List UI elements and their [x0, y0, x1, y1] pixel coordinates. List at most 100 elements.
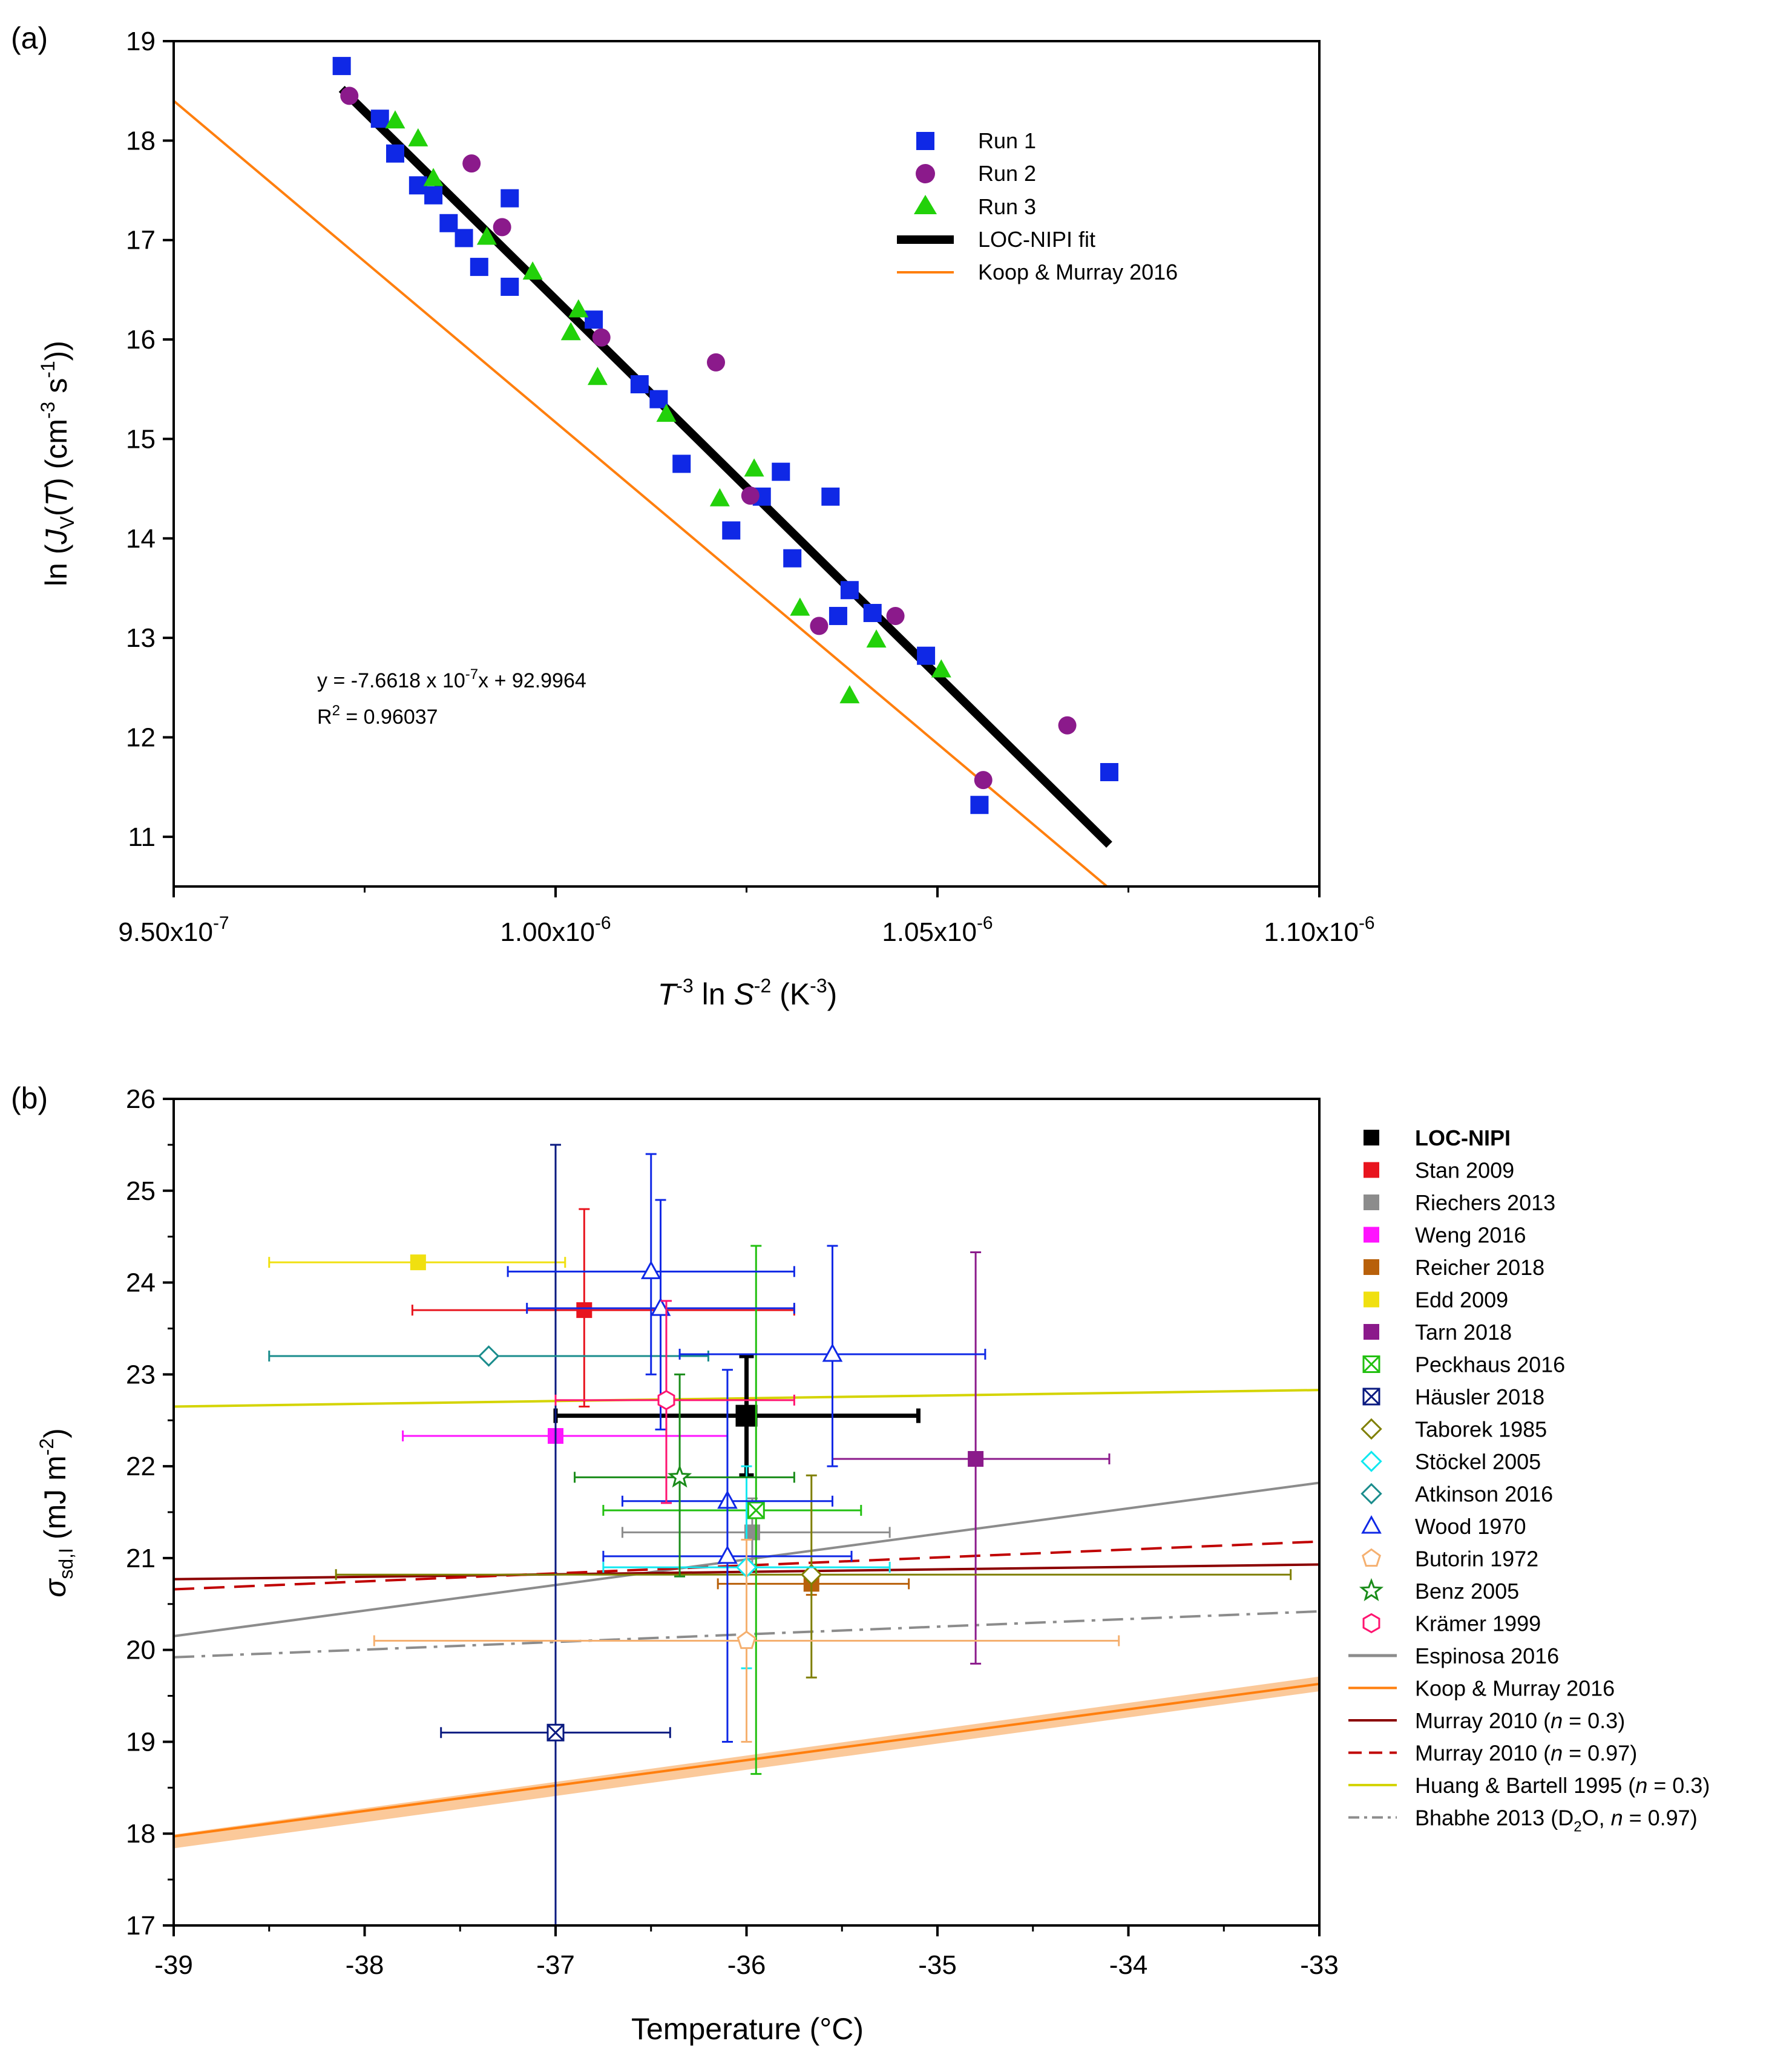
panel-a-loc-nipi-fit-line — [338, 85, 1112, 848]
panel-b-legend-tarn-2018-item: Tarn 2018 — [1364, 1320, 1512, 1345]
panel-b-y-tick-label: 22 — [126, 1452, 156, 1481]
panel-b-legend-loc-nipi-label: LOC-NIPI — [1415, 1126, 1511, 1150]
panel-b-legend-st-ckel-2005-item: Stöckel 2005 — [1360, 1449, 1541, 1474]
panel-b-koop-murray-uncertainty-band — [174, 1676, 1319, 1849]
panel-b-legend-huang-bartell-1995-n-0-3-item: Huang & Bartell 1995 (n = 0.3) — [1348, 1773, 1710, 1798]
panel-a-run-1-point — [970, 796, 989, 814]
panel-a-equation: y = -7.6618 x 10-7x + 92.9964 R2 = 0.960… — [317, 666, 586, 729]
panel-b-peckhaus-2016-datum — [602, 1245, 862, 1775]
panel-b-y-tick-label: 21 — [126, 1544, 156, 1573]
panel-a-run-3-point — [568, 299, 589, 318]
panel-b-legend-taborek-1985-item: Taborek 1985 — [1360, 1417, 1547, 1442]
panel-b-x-tick-label: -39 — [154, 1950, 193, 1980]
legend-run2-marker — [916, 164, 935, 183]
panel-a-y-tick-label: 14 — [126, 524, 156, 554]
panel-b-legend-kr-mer-1999-marker — [1362, 1613, 1380, 1634]
panel-b-legend-peckhaus-2016-marker-cross — [1362, 1355, 1380, 1373]
panel-b-legend-taborek-1985-label: Taborek 1985 — [1415, 1417, 1547, 1442]
panel-b-legend-h-usler-2018-label: Häusler 2018 — [1415, 1384, 1544, 1409]
panel-a-y-tick-label: 11 — [128, 822, 156, 852]
panel-b-legend-stan-2009-item: Stan 2009 — [1364, 1158, 1514, 1183]
panel-b-legend-butorin-1972-item: Butorin 1972 — [1362, 1547, 1538, 1571]
panel-a-run-3-point — [790, 597, 810, 616]
panel-a-run-1-point — [439, 214, 458, 232]
legend-run1-label: Run 1 — [978, 128, 1036, 153]
panel-a-run-2-point — [1058, 716, 1077, 735]
panel-a-x-tick-label: 1.05x10-6 — [882, 913, 993, 947]
panel-a-run-3-point — [744, 458, 764, 477]
panel-b-legend-murray-2010-n-0-3-item: Murray 2010 (n = 0.3) — [1348, 1708, 1625, 1733]
panel-a-y-tick-label: 19 — [126, 27, 156, 56]
panel-b-legend-tarn-2018-marker — [1364, 1324, 1379, 1340]
panel-b-legend-bhabhe-2013-dn-0-97-label: Bhabhe 2013 (D2O, n = 0.97) — [1415, 1806, 1698, 1835]
panel-b-atkinson-2016-marker — [478, 1345, 500, 1367]
panel-a-x-axis-title: T-3 ln S-2 (K-3) — [658, 975, 838, 1011]
panel-a-run-1-point — [1100, 762, 1118, 781]
panel-b-legend-loc-nipi-marker — [1364, 1130, 1379, 1145]
panel-b-legend-riechers-2013-label: Riechers 2013 — [1415, 1190, 1555, 1215]
panel-b-y-tick-label: 20 — [126, 1636, 156, 1665]
panel-a-run-1-point — [821, 487, 840, 506]
panel-b-murray-2010-n-0-97-line — [173, 1540, 1320, 1591]
panel-a-run-1-point — [917, 646, 936, 665]
panel-b-h-usler-2018-marker-cross — [546, 1724, 565, 1742]
panel-a-run-2-point — [340, 87, 359, 105]
panel-a-run-1-point — [772, 462, 790, 481]
panel-b-tarn-2018-datum — [831, 1251, 1111, 1665]
panel-a-run-3-point — [560, 322, 581, 341]
panel-a-run-1-point — [863, 604, 882, 623]
legend-koop-label: Koop & Murray 2016 — [978, 260, 1178, 284]
panel-b-legend-tarn-2018-label: Tarn 2018 — [1415, 1320, 1512, 1345]
panel-b-legend-benz-2005-label: Benz 2005 — [1415, 1579, 1519, 1604]
panel-a-run-2-point — [810, 617, 829, 635]
panel-b-legend-murray-2010-n-0-97-label: Murray 2010 (n = 0.97) — [1415, 1741, 1637, 1766]
panel-a-y-tick-label: 12 — [126, 722, 156, 752]
panel-b-legend-wood-1970-label: Wood 1970 — [1415, 1514, 1526, 1539]
panel-b-legend-murray-2010-n-0-3-label: Murray 2010 (n = 0.3) — [1415, 1708, 1625, 1733]
panel-b-x-axis-title: Temperature (°C) — [631, 2012, 864, 2046]
panel-a-run-2-point — [707, 353, 726, 372]
panel-b-legend-kr-mer-1999-item: Krämer 1999 — [1362, 1611, 1541, 1636]
panel-a-frame — [172, 40, 1321, 888]
panel-b-wood-1970-marker — [717, 1545, 738, 1564]
panel-b-x-tick-label: -33 — [1300, 1950, 1339, 1980]
panel-a: (a) 9.50x10-7 1.00x10-6 1.05x10-6 1.10x10-6… — [11, 21, 1375, 1011]
panel-b-legend-huang-bartell-1995-n-0-3-label: Huang & Bartell 1995 (n = 0.3) — [1415, 1773, 1710, 1798]
panel-b-legend-st-ckel-2005-marker — [1360, 1450, 1382, 1472]
panel-b-x-tick-label: -37 — [536, 1950, 575, 1980]
panel-b-x-tick-label: -35 — [918, 1950, 957, 1980]
panel-b-y-tick-label: 25 — [126, 1176, 156, 1206]
panel-a-run-2-point — [741, 487, 760, 505]
panel-a-run-3-point — [866, 629, 887, 648]
panel-b-x-tick-label: -36 — [727, 1950, 766, 1980]
panel-b-benz-2005-datum — [574, 1373, 795, 1578]
panel-b-y-tick-label: 23 — [126, 1360, 156, 1389]
panel-a-run-1-point — [722, 521, 741, 540]
panel-b-legend-benz-2005-item: Benz 2005 — [1359, 1578, 1519, 1604]
panel-b-y-axis-title: σsd,I (mJ m-2) — [36, 1428, 77, 1597]
panel-a-x-tick-label: 1.10x10-6 — [1264, 913, 1374, 947]
panel-b-x-ticks: -39 -38 -37 -36 -35 -34 -33 — [154, 1925, 1339, 1980]
panel-a-run-1-point — [424, 186, 443, 205]
panel-b-y-tick-label: 17 — [126, 1911, 156, 1941]
panel-b-legend-koop-murray-2016-label: Koop & Murray 2016 — [1415, 1676, 1615, 1701]
panel-b-legend-butorin-1972-marker — [1362, 1548, 1381, 1567]
panel-b-legend-edd-2009-item: Edd 2009 — [1364, 1288, 1508, 1312]
panel-b-atkinson-2016-datum — [268, 1345, 709, 1367]
panel-b-wood-1970-datum — [507, 1153, 795, 1375]
panel-b-butorin-1972-marker — [737, 1630, 757, 1650]
panel-b-benz-2005-marker — [667, 1464, 692, 1488]
panel-a-run-3-point — [476, 226, 497, 245]
panel-a-plot-area — [172, 57, 1118, 888]
panel-b-x-tick-label: -38 — [346, 1950, 384, 1980]
panel-a-y-axis-title: ln (JV(T) (cm-3 s-1)) — [37, 341, 78, 586]
panel-a-x-tick-label: 9.50x10-7 — [118, 913, 229, 947]
panel-b-legend-espinosa-2016-item: Espinosa 2016 — [1348, 1643, 1559, 1668]
panel-b-legend-taborek-1985-marker — [1360, 1418, 1382, 1440]
panel-a-run-1-point — [829, 606, 847, 625]
panel-b-taborek-1985-datum — [335, 1474, 1292, 1679]
panel-a-run-1-point — [501, 189, 519, 208]
panel-a-run-1-point — [585, 310, 603, 329]
panel-b-legend-h-usler-2018-marker-cross — [1362, 1388, 1380, 1406]
